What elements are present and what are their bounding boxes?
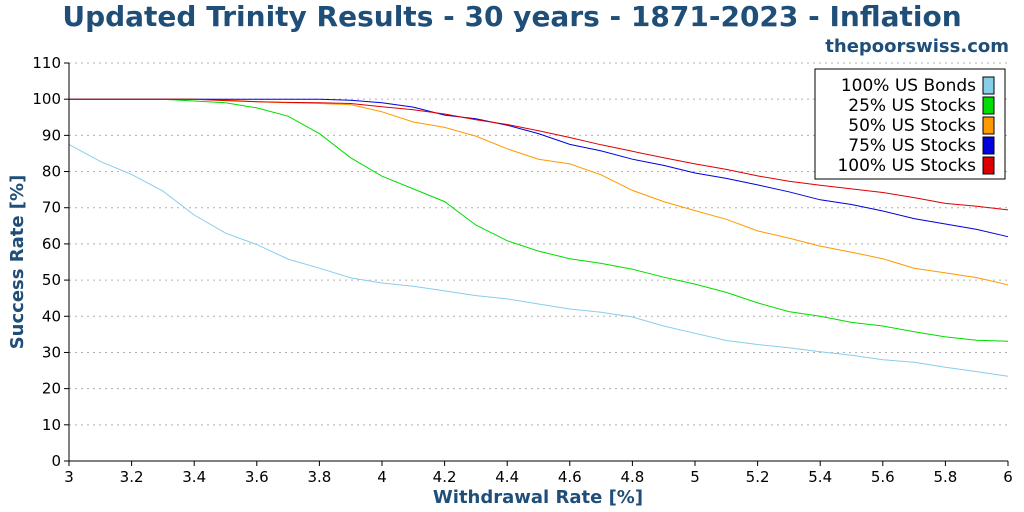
legend-label: 100% US Bonds (841, 76, 976, 96)
series-line-4 (69, 98, 1009, 211)
y-tick-label: 30 (42, 343, 61, 361)
x-axis-label: Withdrawal Rate [%] (433, 487, 643, 508)
legend-swatch (982, 96, 995, 115)
x-tick-label: 4.2 (433, 468, 457, 486)
y-tick-label: 90 (42, 126, 61, 144)
legend-label: 75% US Stocks (848, 136, 976, 156)
series-line-3 (69, 98, 1009, 238)
x-tick-label: 3.6 (245, 468, 269, 486)
legend-swatch (982, 116, 995, 135)
y-axis-ticks: 0 10 20 30 40 50 60 70 80 90 100 110 (32, 54, 69, 470)
x-tick-label: 4.6 (558, 468, 582, 486)
x-tick-label: 5.6 (871, 468, 895, 486)
y-tick-label: 50 (42, 271, 61, 289)
legend-label: 25% US Stocks (848, 96, 976, 116)
y-tick-label: 100 (32, 90, 61, 108)
x-tick-label: 4.4 (495, 468, 519, 486)
y-tick-label: 110 (32, 54, 61, 72)
legend-swatch (982, 136, 995, 155)
x-tick-label: 3.8 (307, 468, 331, 486)
x-tick-label: 3 (64, 468, 74, 486)
x-tick-label: 5.8 (933, 468, 957, 486)
y-tick-label: 70 (42, 199, 61, 217)
legend-label: 50% US Stocks (848, 116, 976, 136)
x-tick-label: 4.8 (620, 468, 644, 486)
x-tick-label: 3.4 (182, 468, 206, 486)
legend-box (814, 68, 1006, 180)
x-tick-label: 5 (690, 468, 700, 486)
site-watermark: thepoorswiss.com (825, 36, 1009, 57)
legend-label: 100% US Stocks (837, 156, 976, 176)
legend-swatch (982, 156, 995, 175)
x-tick-label: 3.2 (120, 468, 144, 486)
y-tick-label: 10 (42, 416, 61, 434)
x-tick-label: 4 (377, 468, 387, 486)
series-lines (68, 98, 1009, 377)
x-tick-label: 5.2 (746, 468, 770, 486)
y-tick-label: 80 (42, 163, 61, 181)
series-line-1 (69, 98, 1009, 342)
chart-title: Updated Trinity Results - 30 years - 187… (62, 0, 961, 33)
x-tick-label: 5.4 (808, 468, 832, 486)
y-tick-label: 0 (51, 452, 61, 470)
series-line-0 (68, 143, 1009, 377)
y-tick-label: 20 (42, 380, 61, 398)
x-axis-ticks: 3 3.2 3.4 3.6 3.8 4 4.2 4.4 4.6 4.8 5 5.2 5.4 5.6 5.8 6 (64, 461, 1013, 486)
y-tick-label: 60 (42, 235, 61, 253)
x-tick-label: 6 (1003, 468, 1013, 486)
series-line-2 (69, 98, 1009, 286)
y-axis-label: Success Rate [%] (7, 175, 28, 350)
y-tick-label: 40 (42, 307, 61, 325)
legend-swatch (982, 76, 995, 95)
